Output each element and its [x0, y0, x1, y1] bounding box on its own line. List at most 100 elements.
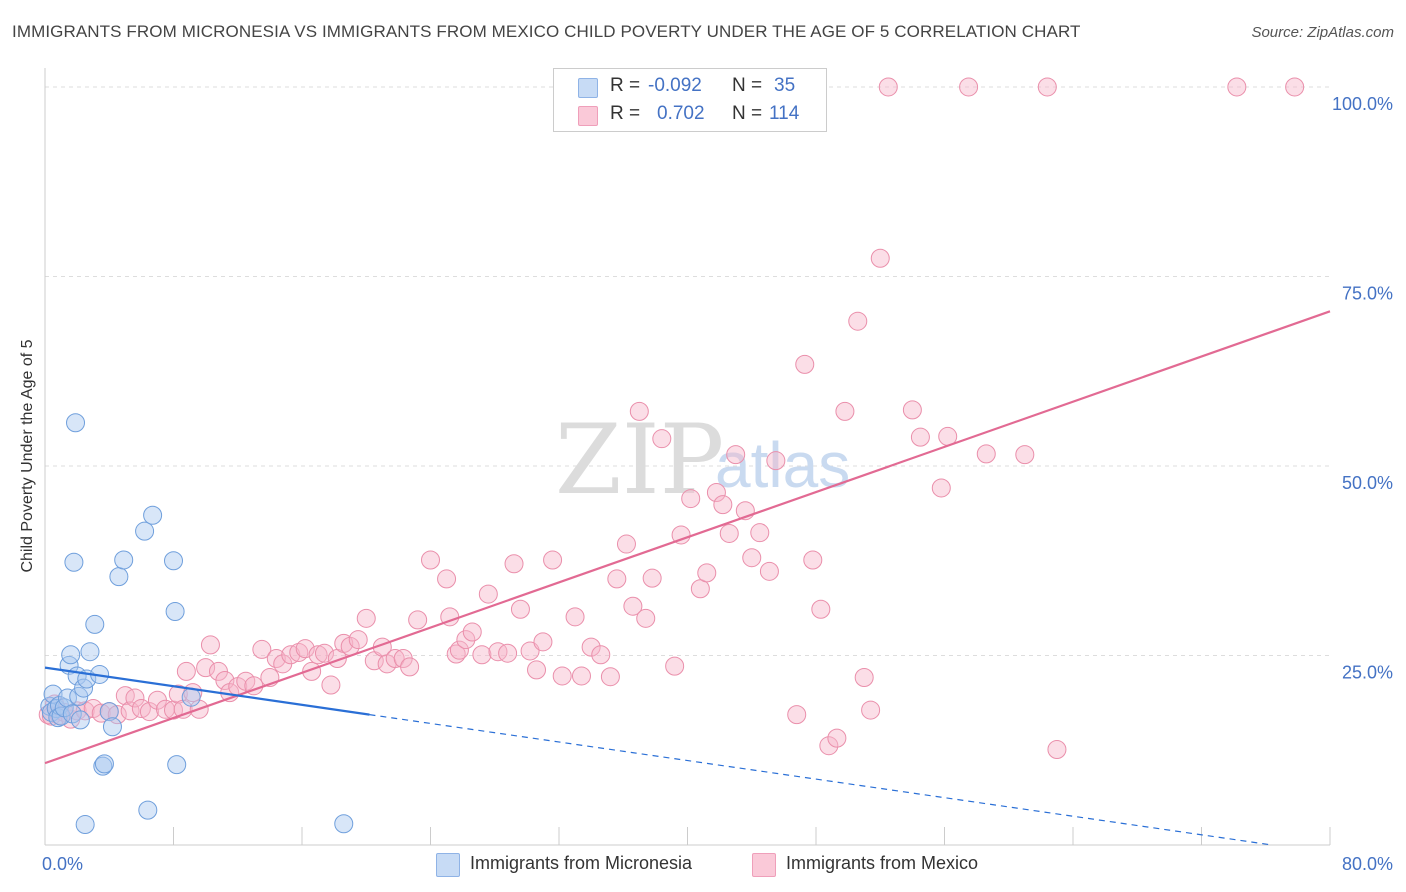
y-tick-label: 25.0%: [1342, 662, 1393, 682]
mexico-point: [139, 702, 159, 722]
micronesia-point: [164, 551, 183, 571]
micronesia-point: [102, 717, 122, 737]
mexico-point: [861, 700, 881, 720]
mexico-point: [878, 77, 898, 97]
micronesia-trend-line: [44, 666, 370, 716]
mexico-point: [706, 483, 726, 503]
axes: [44, 68, 1331, 846]
mexico-point: [623, 596, 643, 616]
legend-row-micronesia: R = -0.092 N = 35: [554, 73, 826, 101]
mexico-point: [629, 401, 649, 421]
mexico-point: [565, 607, 585, 627]
grid-lines: [45, 86, 1330, 656]
mexico-point: [742, 548, 762, 568]
mexico-point: [1227, 77, 1247, 97]
mexico-point: [803, 550, 823, 570]
mexico-point: [533, 632, 553, 652]
y-tick-label: 50.0%: [1342, 473, 1393, 493]
legend-swatch-micronesia: [578, 78, 598, 98]
mexico-point: [421, 550, 440, 570]
mexico-point: [1015, 445, 1035, 465]
mexico-point: [848, 311, 868, 331]
mexico-point: [125, 688, 145, 708]
mexico-point: [510, 599, 530, 619]
mexico-point: [200, 635, 220, 655]
mexico-point: [308, 645, 328, 665]
mexico-point: [616, 534, 636, 554]
mexico-point: [759, 561, 779, 581]
mexico-point: [356, 608, 376, 628]
mexico-point: [819, 736, 839, 756]
watermark: ZIP atlas: [555, 404, 850, 516]
mexico-point: [713, 495, 733, 515]
legend-n-value: 114: [769, 103, 800, 124]
mexico-point: [795, 354, 815, 374]
mexico-point: [870, 248, 890, 268]
series-swatch-mexico: [752, 853, 776, 877]
micronesia-point: [48, 708, 68, 728]
legend-r-value: -0.092: [648, 75, 702, 96]
mexico-point: [671, 525, 691, 545]
legend-n-label: N =: [732, 75, 763, 96]
mexico-point: [385, 649, 405, 669]
mexico-point: [91, 703, 111, 723]
mexico-point: [446, 644, 466, 664]
mexico-point: [1285, 77, 1305, 97]
mexico-point: [437, 569, 457, 589]
mexico-point: [787, 705, 807, 725]
mexico-point: [289, 642, 309, 662]
correlation-legend: R = -0.092 N = 35 R = 0.702 N = 114: [553, 68, 827, 132]
legend-row-mexico: R = 0.702 N = 114: [554, 101, 826, 129]
x-tick-labels: 0.0% 80.0%: [42, 854, 1393, 874]
mexico-point: [348, 630, 368, 650]
series-label-micronesia: Immigrants from Micronesia: [470, 853, 693, 873]
mexico-point: [120, 701, 140, 721]
legend-r-label: R =: [610, 75, 641, 96]
legend-swatch-mexico: [578, 106, 598, 126]
mexico-point: [750, 523, 770, 543]
mexico-point: [600, 667, 620, 687]
mexico-point: [910, 427, 930, 447]
mexico-point: [1037, 77, 1057, 97]
micronesia-point: [143, 505, 163, 525]
micronesia-point: [80, 642, 100, 662]
mexico-point: [520, 641, 540, 661]
mexico-point: [215, 671, 235, 691]
mexico-point: [408, 610, 428, 630]
mexico-point: [196, 658, 216, 678]
mexico-point: [472, 645, 492, 665]
micronesia-point: [167, 755, 187, 775]
mexico-point: [636, 608, 656, 628]
mexico-point: [959, 77, 979, 97]
mexico-point: [652, 429, 672, 449]
micronesia-point: [334, 814, 354, 834]
watermark-zip: ZIP: [555, 404, 724, 516]
mexico-point: [488, 642, 508, 662]
mexico-point: [591, 645, 611, 665]
micronesia-point: [75, 815, 95, 835]
mexico-point: [1047, 739, 1067, 759]
mexico-point: [462, 622, 482, 642]
x-tick-label: 0.0%: [42, 854, 83, 874]
mexico-point: [642, 568, 662, 588]
micronesia-point: [165, 602, 185, 622]
mexico-point: [478, 584, 498, 604]
x-tick-label: 80.0%: [1342, 854, 1393, 874]
legend-n-label: N =: [732, 103, 763, 124]
micronesia-point: [66, 413, 86, 433]
mexico-point: [527, 660, 547, 680]
series-swatch-micronesia: [436, 853, 460, 877]
mexico-point: [321, 675, 341, 695]
trend-lines: [44, 310, 1331, 846]
mexico-point: [697, 563, 717, 583]
mexico-point: [766, 451, 786, 471]
micronesia-point: [43, 684, 63, 704]
mexico-point: [581, 637, 601, 657]
series-legend: Immigrants from Micronesia Immigrants fr…: [0, 852, 1406, 878]
mexico-point: [504, 554, 524, 574]
chart-title: IMMIGRANTS FROM MICRONESIA VS IMMIGRANTS…: [12, 22, 1081, 41]
mexico-point: [827, 728, 847, 748]
micronesia-point: [114, 550, 134, 570]
micronesia-point: [85, 614, 105, 634]
mexico-point: [115, 686, 135, 706]
